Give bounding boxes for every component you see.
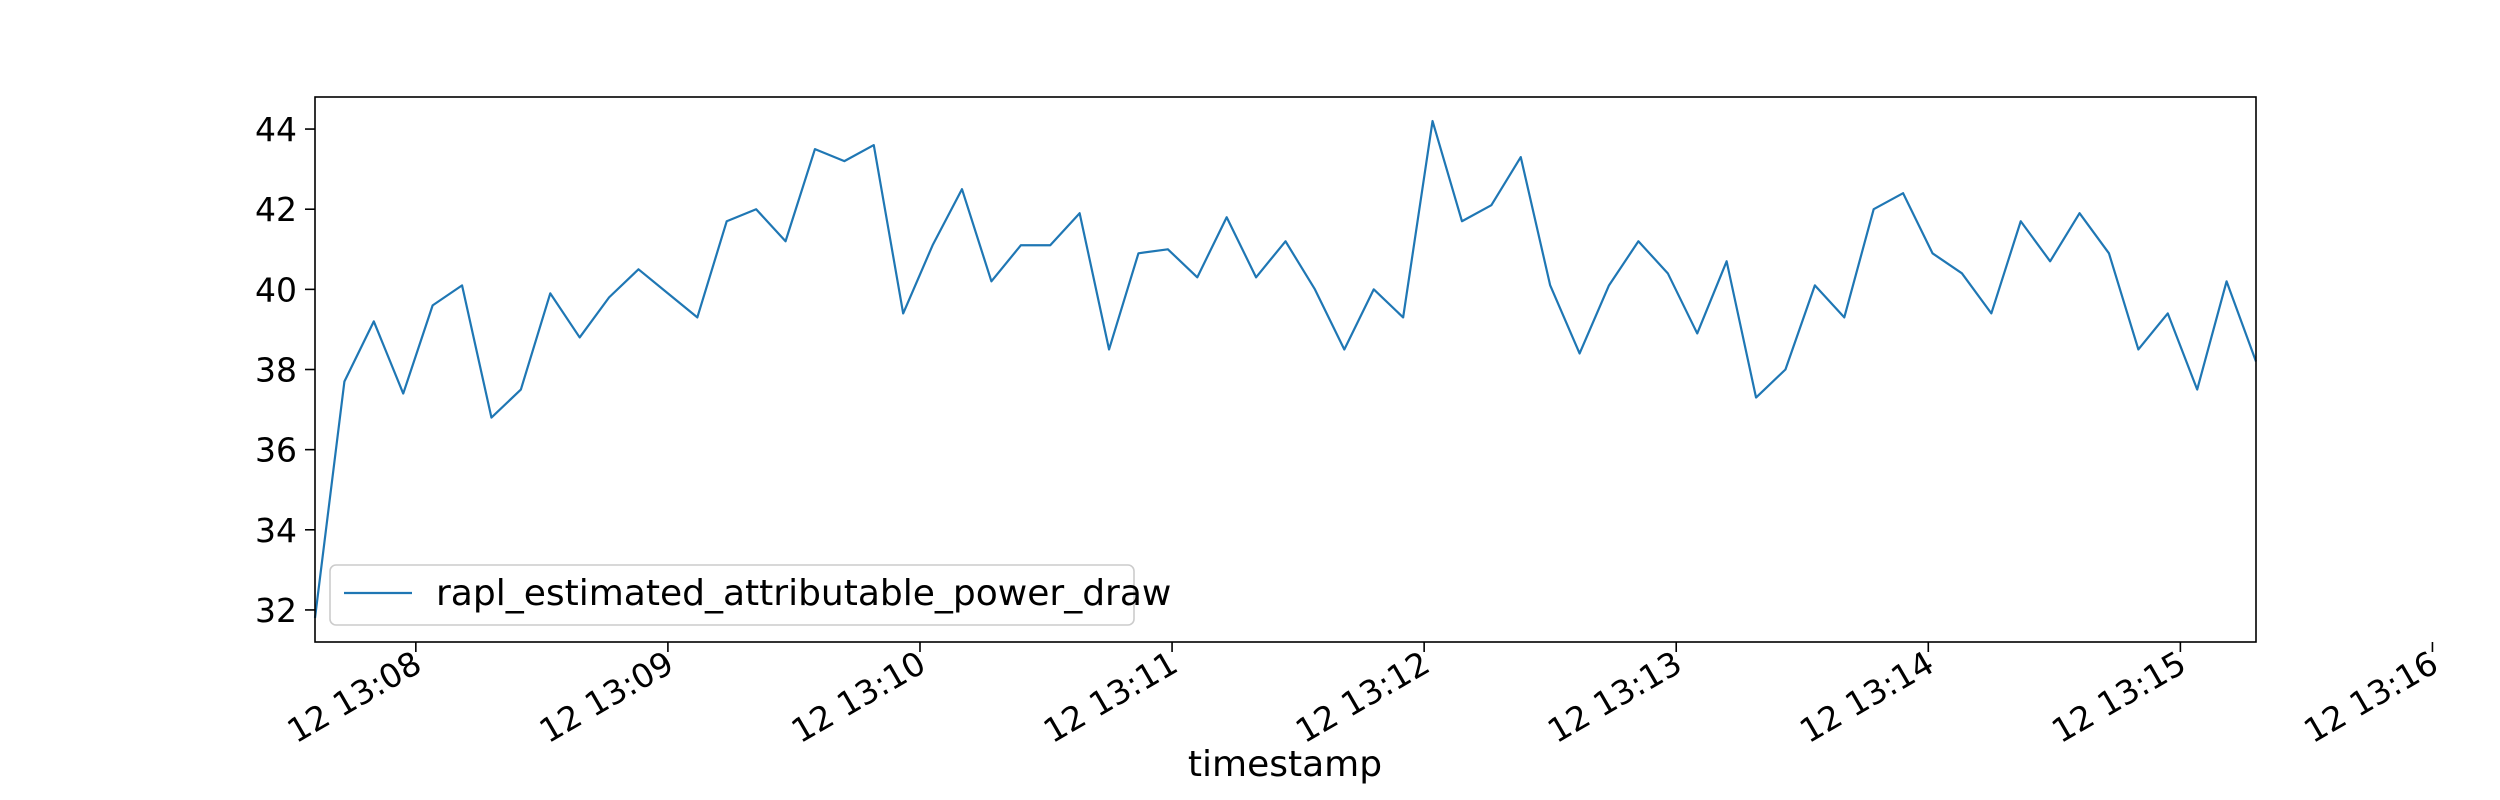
x-tick-label: 12 13:12	[1289, 643, 1436, 751]
legend-box	[329, 564, 1135, 626]
y-tick-label: 32	[255, 591, 297, 630]
x-tick-label: 12 13:11	[1037, 643, 1184, 751]
y-tick-label: 40	[255, 270, 297, 309]
series-line	[313, 119, 2258, 619]
plot-area	[315, 97, 2256, 642]
x-tick-label: 12 13:14	[1793, 643, 1940, 751]
y-tick-label: 44	[255, 110, 297, 149]
x-tick-label: 12 13:10	[785, 643, 932, 751]
x-tick-label: 12 13:08	[281, 643, 428, 751]
legend-label: rapl_estimated_attributable_power_draw	[436, 573, 1171, 614]
y-axis-ticks: 32 34 36 38 40 42 44	[255, 110, 315, 630]
y-tick-label: 42	[255, 190, 297, 229]
x-tick-label: 12 13:13	[1541, 643, 1688, 751]
x-tick-label: 12 13:09	[533, 643, 680, 751]
x-tick-label: 12 13:15	[2045, 643, 2192, 751]
x-axis-label: timestamp	[1188, 744, 1382, 785]
y-tick-label: 36	[255, 431, 297, 470]
y-tick-label: 34	[255, 511, 297, 550]
y-tick-label: 38	[255, 351, 297, 390]
x-axis-ticks: 12 13:08 12 13:09 12 13:10 12 13:11 12 13:12…	[281, 642, 2444, 751]
legend: rapl_estimated_attributable_power_draw	[329, 564, 1171, 626]
x-tick-label: 12 13:16	[2297, 643, 2444, 751]
plot-frame	[314, 96, 2257, 643]
